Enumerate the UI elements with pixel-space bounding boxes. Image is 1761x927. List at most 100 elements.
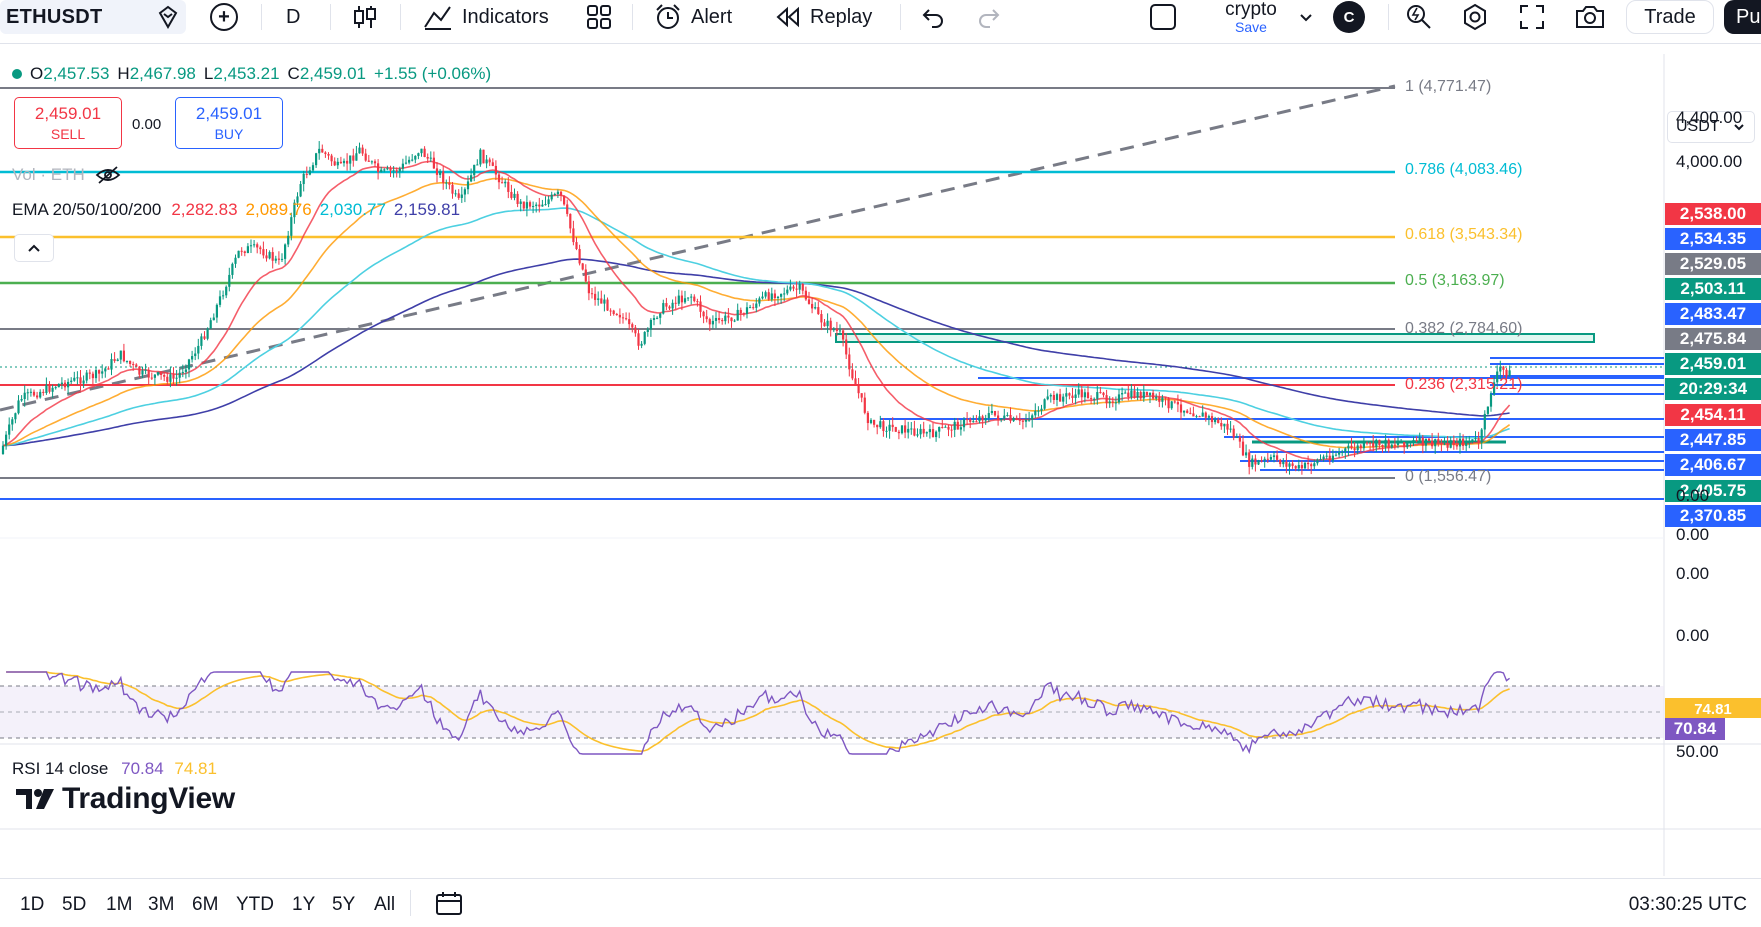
candle-body <box>842 330 845 340</box>
chart-settings-button[interactable] <box>1460 0 1490 34</box>
utc-clock[interactable]: 03:30:25 UTC <box>1628 894 1747 915</box>
candle-body <box>1192 413 1195 417</box>
chart-type-button[interactable] <box>352 0 378 34</box>
candle-body <box>389 168 392 171</box>
rsi-ma-value: 74.81 <box>174 759 217 778</box>
candle-body <box>324 152 327 155</box>
eye-hidden-icon[interactable] <box>95 165 121 185</box>
range-1m-button[interactable]: 1M <box>106 894 133 915</box>
candle-body <box>1313 463 1316 467</box>
candle-body <box>234 257 237 264</box>
candle-body <box>634 327 637 334</box>
candle-body <box>1232 428 1235 438</box>
layout-name[interactable]: crypto Save <box>1196 0 1306 34</box>
candle-body <box>538 204 541 207</box>
candle-body <box>85 372 88 381</box>
candle-body <box>1291 463 1294 466</box>
candle-body <box>1130 390 1133 398</box>
rsi-legend[interactable]: RSI 14 close 70.84 74.81 <box>12 759 217 779</box>
candle-body <box>187 359 191 370</box>
candle-body <box>42 391 45 393</box>
fib-levels[interactable] <box>0 87 1395 479</box>
candle-body <box>1223 423 1226 427</box>
range-5d-button[interactable]: 5D <box>62 894 87 915</box>
alert-button[interactable]: Alert <box>653 0 732 34</box>
candle-body <box>138 366 141 375</box>
candle-body <box>724 315 727 322</box>
candle-body <box>225 286 228 296</box>
layout-menu-button[interactable] <box>1298 0 1314 34</box>
candle-body <box>1465 442 1468 446</box>
range-1d-button[interactable]: 1D <box>20 894 45 915</box>
candle-body <box>646 329 649 333</box>
candle-body <box>879 421 882 428</box>
fullscreen-button[interactable] <box>1518 0 1546 34</box>
symbol-search[interactable]: ETHUSDT <box>0 0 186 34</box>
chart-area[interactable]: 1 (4,771.47) 0.786 (4,083.46) 0.618 (3,543… <box>0 54 1761 917</box>
candle-body <box>1164 397 1167 399</box>
candle-body <box>451 184 454 194</box>
layout-select-button[interactable] <box>1148 0 1178 34</box>
candle-body <box>1179 404 1183 413</box>
avatar[interactable]: C <box>1331 0 1367 34</box>
candle-body <box>758 298 761 304</box>
range-6m-button[interactable]: 6M <box>192 894 219 915</box>
currency-select[interactable]: USDT <box>1667 111 1755 143</box>
undo-button[interactable] <box>920 0 946 34</box>
candle-body <box>448 182 451 185</box>
candle-body <box>482 149 485 164</box>
candle-body <box>680 295 683 303</box>
indicators-icon <box>424 6 451 30</box>
candle-body <box>104 368 107 372</box>
range-1y-button[interactable]: 1Y <box>292 894 316 915</box>
range-all-button[interactable]: All <box>374 894 396 915</box>
candle-body <box>1297 465 1300 469</box>
sell-button[interactable]: 2,459.01 SELL <box>14 97 122 149</box>
candle-body <box>916 434 919 436</box>
range-5y-button[interactable]: 5Y <box>332 894 356 915</box>
candle-body <box>191 356 194 360</box>
candle-body <box>265 255 268 259</box>
tradingview-logo[interactable]: TradingView <box>16 782 235 816</box>
candle-body <box>714 317 718 321</box>
candles[interactable] <box>1 141 1511 475</box>
replay-button[interactable]: Replay <box>774 0 872 34</box>
collapse-legend-button[interactable] <box>14 234 54 262</box>
range-3m-button[interactable]: 3M <box>148 894 175 915</box>
candle-body <box>1341 451 1344 453</box>
fib-trend-line[interactable] <box>0 84 1396 412</box>
fib-label: 1 (4,771.47) <box>1405 78 1492 95</box>
publish-button[interactable]: Pu <box>1724 0 1761 34</box>
candle-body <box>327 154 330 156</box>
candle-body <box>1083 392 1086 398</box>
redo-button[interactable] <box>976 0 1002 34</box>
compare-symbol-button[interactable]: + <box>210 0 238 34</box>
templates-button[interactable] <box>585 0 613 34</box>
interval-button[interactable]: D <box>286 0 300 34</box>
open-key: O <box>30 64 44 83</box>
snapshot-button[interactable] <box>1574 0 1606 34</box>
price-chart[interactable] <box>0 54 1761 876</box>
candle-body <box>559 191 563 196</box>
candle-body <box>172 374 175 379</box>
volume-legend[interactable]: Vol · ETH <box>12 165 121 185</box>
favorite-symbol-icon[interactable] <box>154 0 182 34</box>
candle-body <box>1499 366 1502 372</box>
indicators-button[interactable]: Indicators <box>422 0 549 34</box>
candle-body <box>491 162 494 166</box>
ema-legend[interactable]: EMA 20/50/100/200 2,282.83 2,089.76 2,03… <box>12 200 460 220</box>
redo-icon <box>979 9 1000 28</box>
lower-pane-tick: 0.00 <box>1676 486 1710 505</box>
candle-body <box>882 421 885 432</box>
trade-button[interactable]: Trade <box>1626 0 1714 34</box>
candle-body <box>315 153 318 166</box>
calendar-icon[interactable] <box>434 889 464 917</box>
buy-button[interactable]: 2,459.01 BUY <box>175 97 283 149</box>
candle-body <box>17 400 20 414</box>
range-ytd-button[interactable]: YTD <box>236 894 274 915</box>
candle-body <box>956 421 959 430</box>
candle-body <box>705 316 708 320</box>
quick-search-button[interactable] <box>1404 0 1434 34</box>
candle-body <box>962 419 966 428</box>
candle-body <box>888 424 891 431</box>
